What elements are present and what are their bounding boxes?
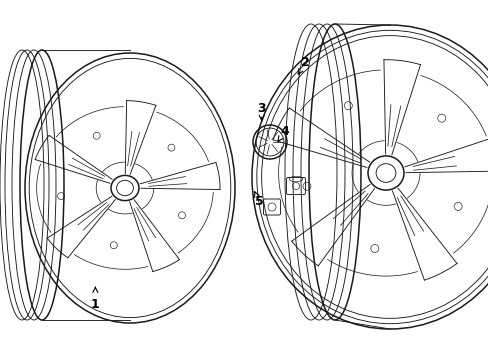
Text: 3: 3	[257, 102, 265, 120]
Text: 5: 5	[254, 192, 263, 208]
Text: 2: 2	[298, 57, 309, 74]
Text: 4: 4	[277, 125, 289, 141]
Text: 1: 1	[91, 287, 100, 311]
